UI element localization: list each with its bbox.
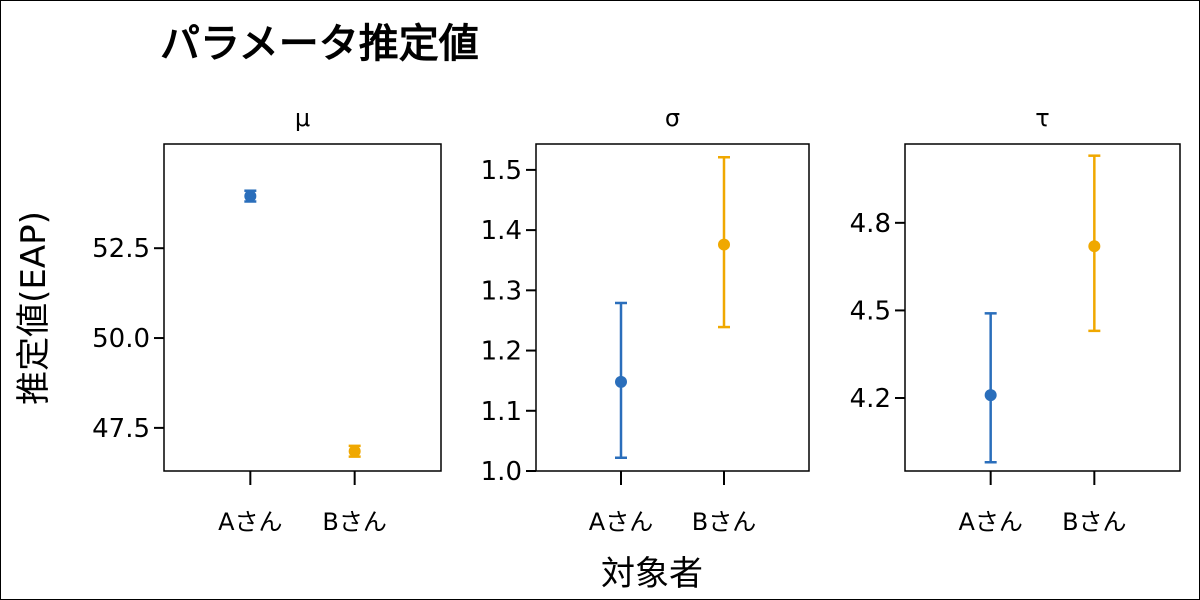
panel-border (904, 143, 1181, 472)
chart-panels: μ 47.5 50.0 52.5 Aさん Bさん σ 1.0 1.1 1.2 1.3 1.4 1.5 Aさ… (92, 104, 1181, 536)
data-point-group (244, 189, 257, 203)
data-point-group (615, 301, 627, 460)
y-tick-label: 47.5 (92, 414, 150, 444)
facet-label: σ (665, 104, 680, 132)
y-tick-label: 1.4 (481, 216, 522, 246)
panel-border (163, 143, 442, 472)
facet-label: τ (1035, 104, 1049, 132)
panel-1: μ 47.5 50.0 52.5 Aさん Bさん (92, 104, 442, 536)
y-tick-label: 1.1 (481, 397, 522, 427)
data-point (244, 190, 257, 203)
y-tick-label: 50.0 (92, 324, 150, 354)
data-point-group (718, 155, 730, 329)
chart-title: パラメータ推定値 (160, 21, 479, 67)
panel-3: τ 4.2 4.5 4.8 Aさん Bさん (850, 104, 1181, 536)
x-axis-label: 対象者 (601, 554, 703, 594)
x-tick-label: Aさん (218, 508, 282, 536)
data-point (348, 445, 361, 458)
x-tick-label: Aさん (958, 508, 1022, 536)
y-tick-label: 4.8 (850, 209, 891, 239)
x-tick-label: Bさん (692, 508, 756, 536)
data-point-group (348, 444, 361, 458)
y-tick-label: 52.5 (92, 234, 150, 264)
x-tick-label: Bさん (1062, 508, 1126, 536)
data-point (615, 375, 627, 388)
y-tick-label: 1.2 (481, 337, 522, 367)
panel-2: σ 1.0 1.1 1.2 1.3 1.4 1.5 Aさん Bさん (481, 104, 810, 536)
y-tick-label: 1.0 (481, 457, 522, 487)
data-point (718, 238, 730, 251)
data-point (1088, 240, 1101, 253)
x-tick-label: Aさん (589, 508, 653, 536)
facet-label: μ (295, 104, 310, 132)
y-tick-label: 4.2 (850, 384, 891, 414)
data-point-group (984, 312, 997, 464)
y-tick-label: 1.5 (481, 156, 522, 186)
y-axis-label: 推定値(EAP) (14, 211, 54, 405)
data-point (984, 389, 997, 402)
data-point-group (1088, 154, 1101, 333)
y-tick-label: 1.3 (481, 276, 522, 306)
panel-border (535, 143, 810, 472)
x-tick-label: Bさん (322, 508, 386, 536)
y-tick-label: 4.5 (850, 296, 891, 326)
